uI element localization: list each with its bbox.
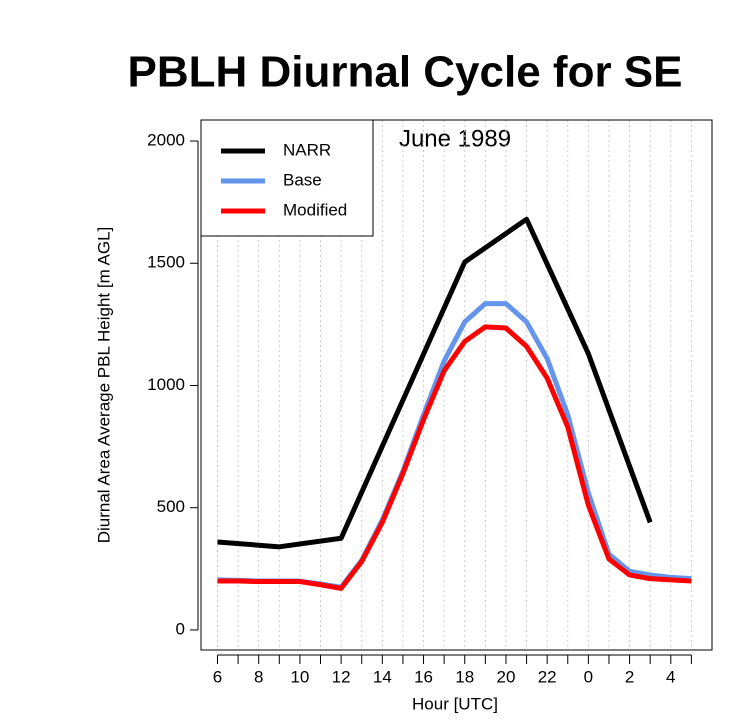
x-tick-label: 4 — [666, 667, 675, 686]
legend-label: Base — [283, 170, 322, 189]
x-tick-label: 0 — [584, 667, 593, 686]
x-tick-label: 18 — [455, 667, 474, 686]
legend-label: NARR — [283, 140, 331, 159]
x-tick-label: 20 — [496, 667, 515, 686]
legend-box — [200, 119, 374, 237]
y-tick-label: 1500 — [147, 253, 185, 272]
y-tick-label: 2000 — [147, 131, 185, 150]
y-axis-label: Diurnal Area Average PBL Height [m AGL] — [94, 227, 113, 544]
x-tick-label: 8 — [254, 667, 263, 686]
y-tick-label: 1000 — [147, 375, 185, 394]
y-tick-label: 0 — [176, 619, 185, 638]
x-tick-label: 12 — [332, 667, 351, 686]
x-tick-label: 6 — [213, 667, 222, 686]
x-tick-label: 22 — [538, 667, 557, 686]
x-tick-label: 16 — [414, 667, 433, 686]
x-tick-label: 14 — [373, 667, 392, 686]
annotation: June 1989 — [399, 125, 511, 152]
x-tick-label: 2 — [625, 667, 634, 686]
plot-frame — [200, 119, 713, 651]
x-axis-label: Hour [UTC] — [412, 694, 498, 713]
chart-title: PBLH Diurnal Cycle for SE — [127, 48, 682, 97]
legend-label: Modified — [283, 200, 347, 219]
series-line — [217, 216, 653, 550]
series-line — [217, 324, 692, 591]
legend: NARR Base Modified — [200, 119, 374, 237]
y-tick-label: 500 — [157, 497, 185, 516]
x-tick-label: 10 — [290, 667, 309, 686]
